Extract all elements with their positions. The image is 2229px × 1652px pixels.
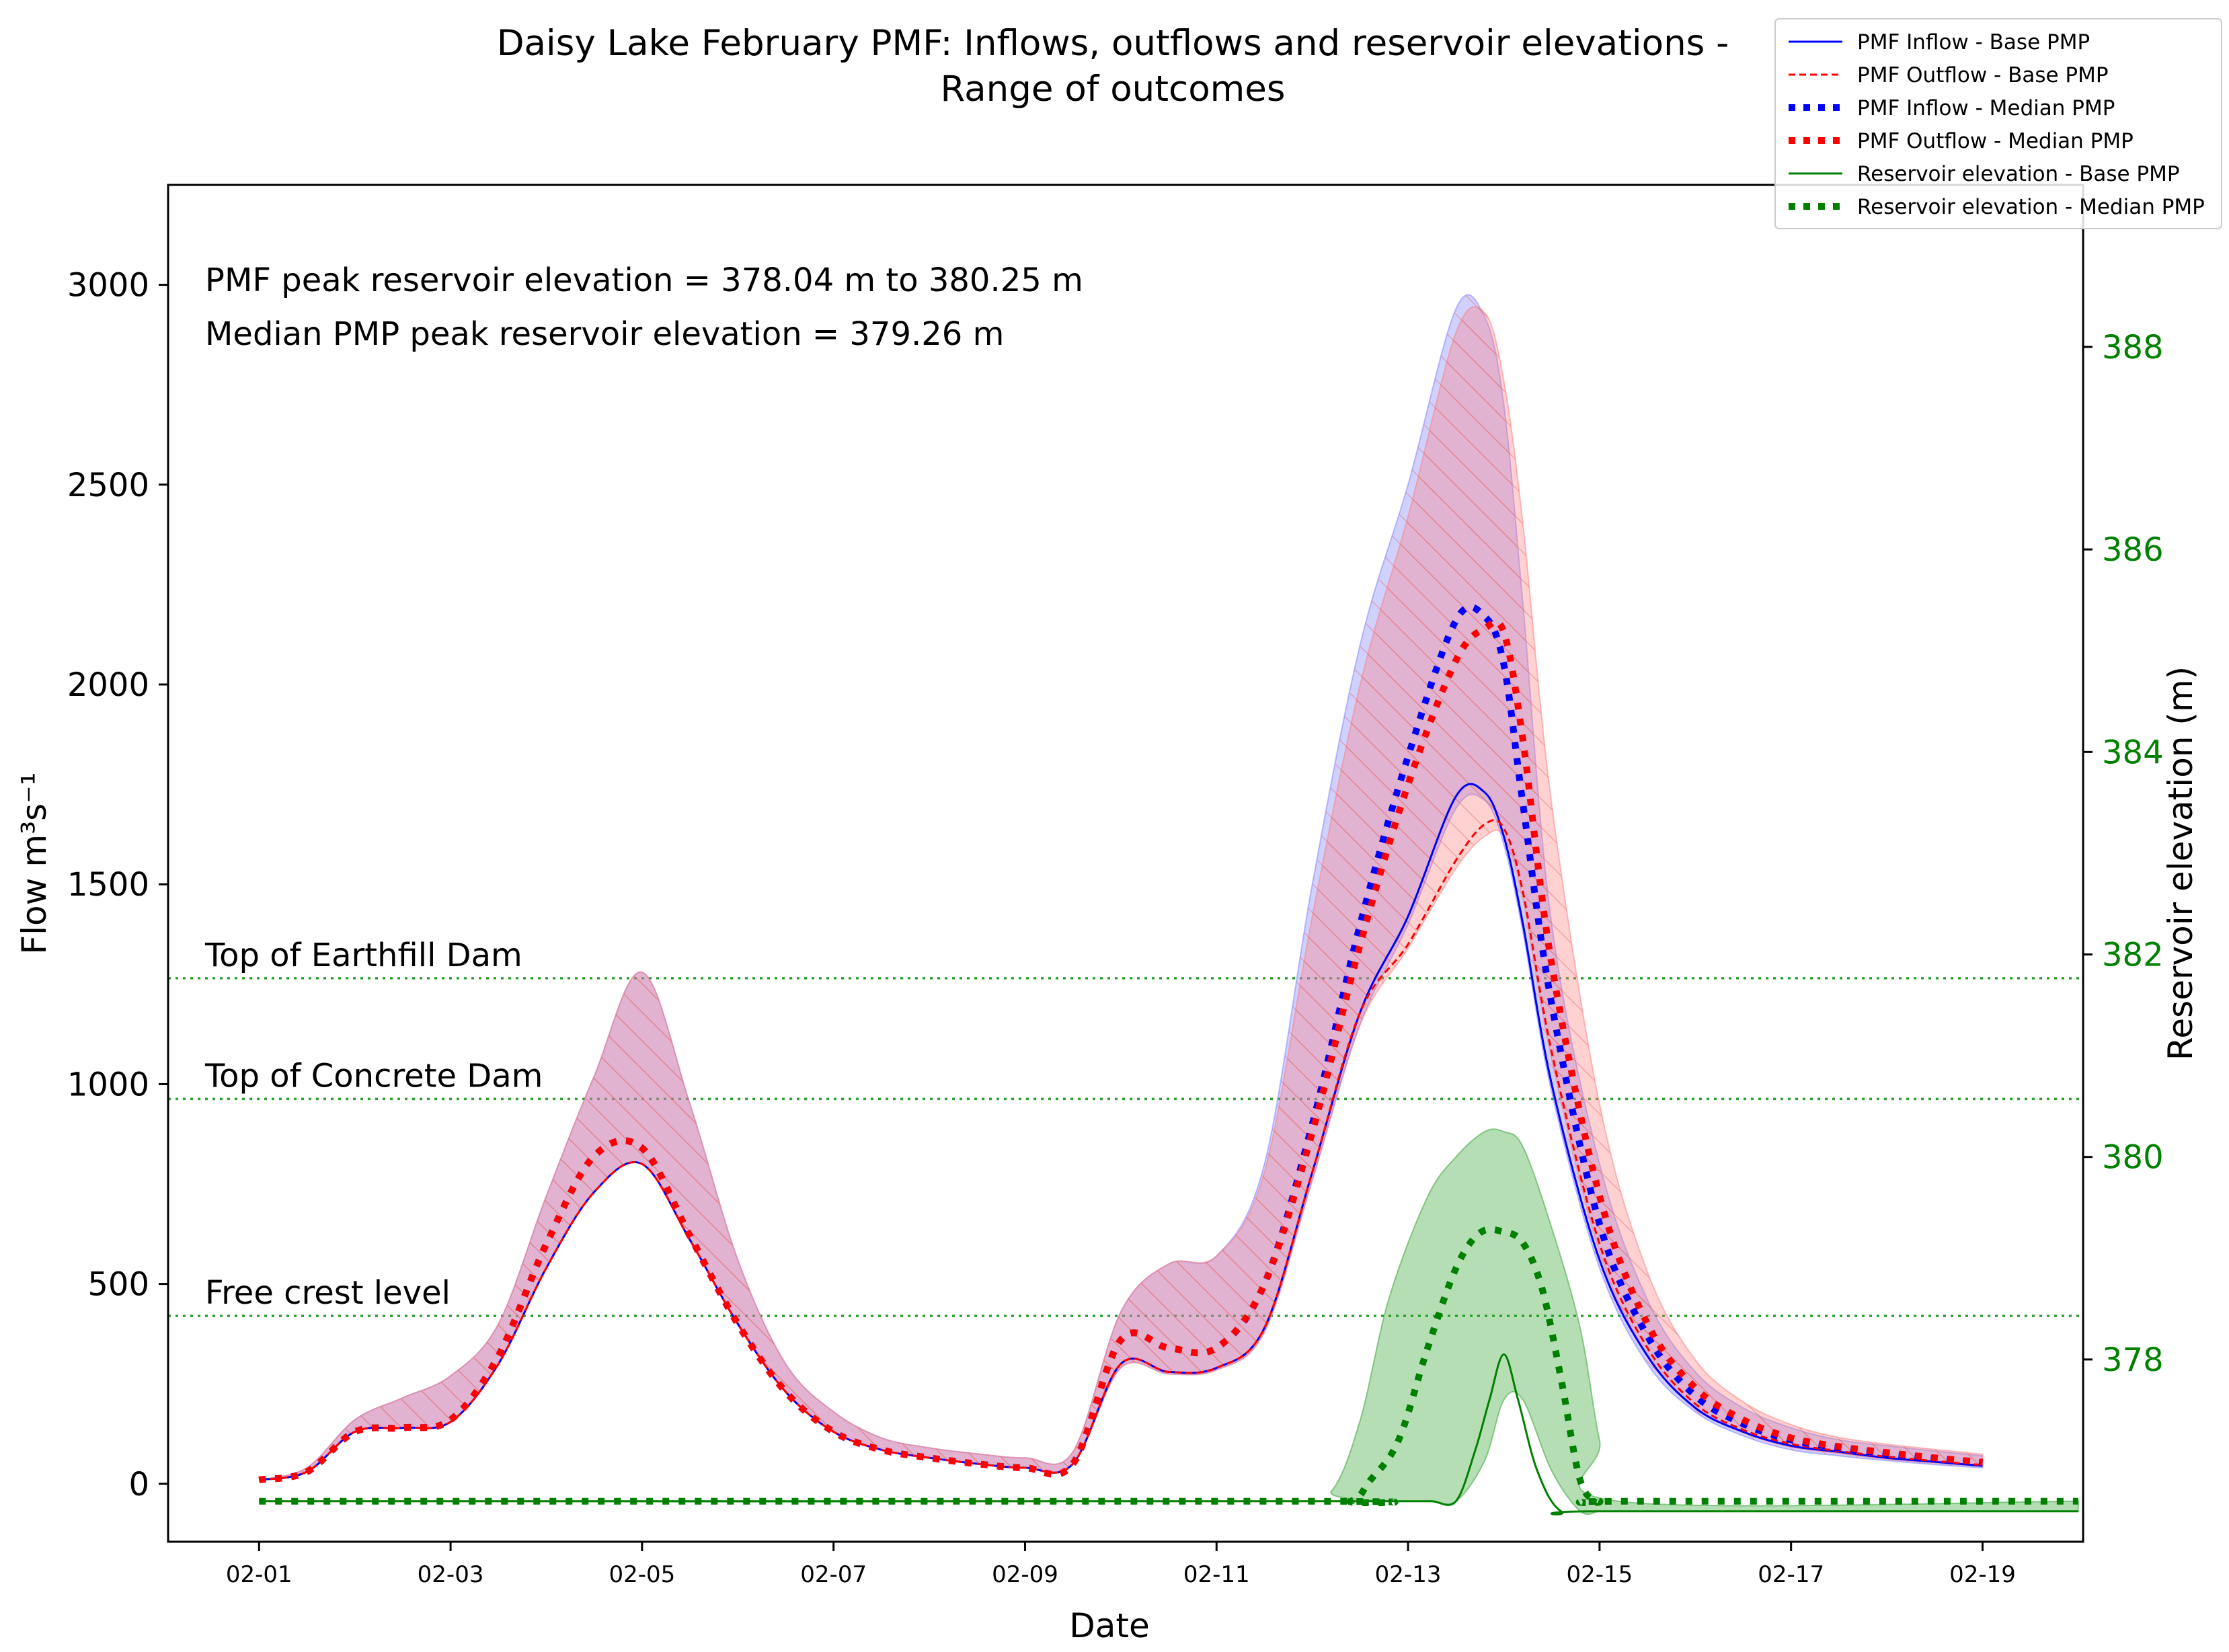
y-left-tick-label: 1000: [67, 1066, 149, 1103]
reference-line-label: Top of Concrete Dam: [204, 1057, 543, 1095]
legend-box: [1774, 18, 2222, 229]
legend-label: PMF Inflow - Base PMP: [1857, 30, 2090, 54]
legend-label: PMF Outflow - Median PMP: [1857, 129, 2134, 153]
y-left-tick-label: 500: [87, 1266, 149, 1304]
x-tick-label: 02-15: [1566, 1561, 1633, 1588]
annotation-median-peak: Median PMP peak reservoir elevation = 37…: [205, 315, 1004, 353]
x-tick-label: 02-11: [1183, 1561, 1250, 1588]
legend-label: Reservoir elevation - Base PMP: [1857, 162, 2180, 186]
y-right-tick-label: 388: [2102, 329, 2164, 366]
y-right-tick-label: 378: [2102, 1341, 2164, 1379]
x-axis-label: Date: [1069, 1606, 1150, 1645]
series-line-0: [259, 783, 1983, 1481]
y-axis-left-label: Flow m³s⁻¹: [15, 772, 54, 954]
chart-title-line1: Daisy Lake February PMF: Inflows, outflo…: [497, 23, 1729, 64]
annotation-pmf-peak: PMF peak reservoir elevation = 378.04 m …: [205, 262, 1083, 299]
series-line-5: [259, 1226, 2078, 1507]
legend-label: Reservoir elevation - Median PMP: [1857, 195, 2205, 219]
y-right-tick-label: 382: [2102, 937, 2164, 974]
series-line-3: [258, 618, 1983, 1483]
x-tick-label: 02-03: [418, 1561, 484, 1588]
x-tick-label: 02-09: [992, 1561, 1058, 1588]
y-left-tick-label: 3000: [67, 267, 149, 305]
chart-title-line2: Range of outcomes: [941, 69, 1286, 110]
reference-line-label: Top of Earthfill Dam: [204, 937, 522, 974]
legend-label: PMF Inflow - Median PMP: [1857, 96, 2115, 120]
x-tick-label: 02-05: [609, 1561, 675, 1588]
y-axis-right-label: Reservoir elevation (m): [2161, 666, 2200, 1060]
y-left-tick-label: 0: [128, 1466, 149, 1503]
y-right-tick-label: 386: [2102, 531, 2164, 569]
y-right-tick-label: 380: [2102, 1139, 2164, 1177]
plot-frame: [167, 184, 2084, 1543]
x-tick-label: 02-17: [1758, 1561, 1824, 1588]
x-tick-label: 02-13: [1375, 1561, 1442, 1588]
series-line-1: [259, 819, 1983, 1481]
y-left-tick-label: 2000: [67, 666, 149, 704]
y-left-tick-label: 1500: [67, 866, 149, 904]
legend: PMF Inflow - Base PMP PMF Outflow - Base …: [1774, 18, 2222, 229]
legend-label: PMF Outflow - Base PMP: [1857, 63, 2109, 87]
y-right-tick-label: 384: [2102, 734, 2164, 771]
x-tick-label: 02-19: [1949, 1561, 2016, 1588]
y-left-tick-label: 2500: [67, 467, 149, 504]
x-tick-label: 02-01: [226, 1561, 292, 1588]
x-tick-label: 02-07: [800, 1561, 867, 1588]
reference-line-label: Free crest level: [205, 1274, 451, 1312]
range-band-hatch-1: [259, 306, 1983, 1480]
